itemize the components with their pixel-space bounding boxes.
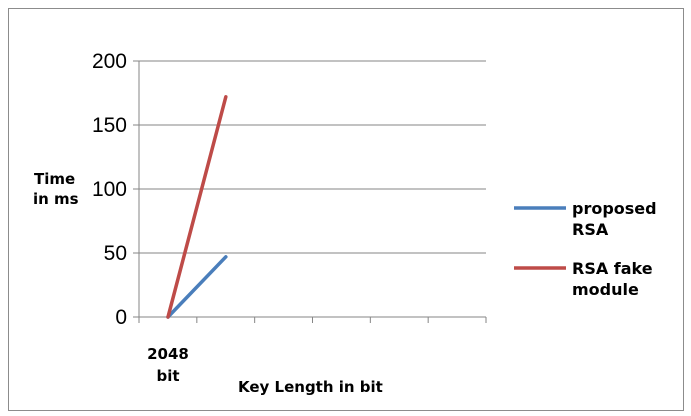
legend-label-line: proposed [572,199,657,218]
y-tick-labels: 0 50 100 150 200 [92,50,139,329]
legend-label-line: RSA fake [572,259,653,278]
gridlines [139,60,486,254]
x-tick-marks [138,317,487,323]
y-axis-label-line-1: Time [34,170,75,188]
series-lines [166,95,228,319]
x-category-labels: 2048 bit [147,345,189,385]
legend-label-line: module [572,280,639,299]
series-line-1 [166,255,228,319]
x-axis-label: Key Length in bit [238,378,383,396]
series-line-2 [166,95,228,319]
chart-frame [8,8,684,411]
legend-label-line: RSA [572,220,609,239]
y-axis-label: Time in ms [33,170,80,208]
y-tick-label-200: 200 [92,50,127,73]
x-category-label-line: bit [156,367,179,385]
y-tick-label-50: 50 [104,242,127,265]
y-tick-label-100: 100 [92,178,127,201]
x-category-label: 2048 bit [147,345,189,385]
legend: proposed RSA RSA fake module [514,199,657,299]
legend-label-1: proposed RSA [572,199,657,239]
legend-label-2: RSA fake module [572,259,653,299]
y-tick-label-150: 150 [92,114,127,137]
x-category-label-line: 2048 [147,345,189,363]
y-axis-label-line-2: in ms [33,190,79,208]
y-tick-label-0: 0 [115,306,127,329]
